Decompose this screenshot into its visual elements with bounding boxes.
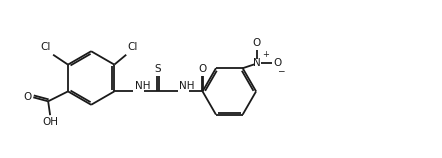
Text: O: O	[23, 92, 32, 102]
Text: −: −	[277, 66, 285, 75]
Text: +: +	[262, 50, 269, 59]
Text: O: O	[252, 38, 261, 48]
Text: OH: OH	[42, 117, 58, 127]
Text: N: N	[253, 58, 260, 68]
Text: O: O	[273, 58, 281, 68]
Text: Cl: Cl	[127, 42, 137, 52]
Text: O: O	[198, 64, 206, 74]
Text: S: S	[154, 64, 161, 74]
Text: NH: NH	[135, 81, 150, 91]
Text: Cl: Cl	[41, 42, 51, 52]
Text: NH: NH	[179, 81, 195, 91]
